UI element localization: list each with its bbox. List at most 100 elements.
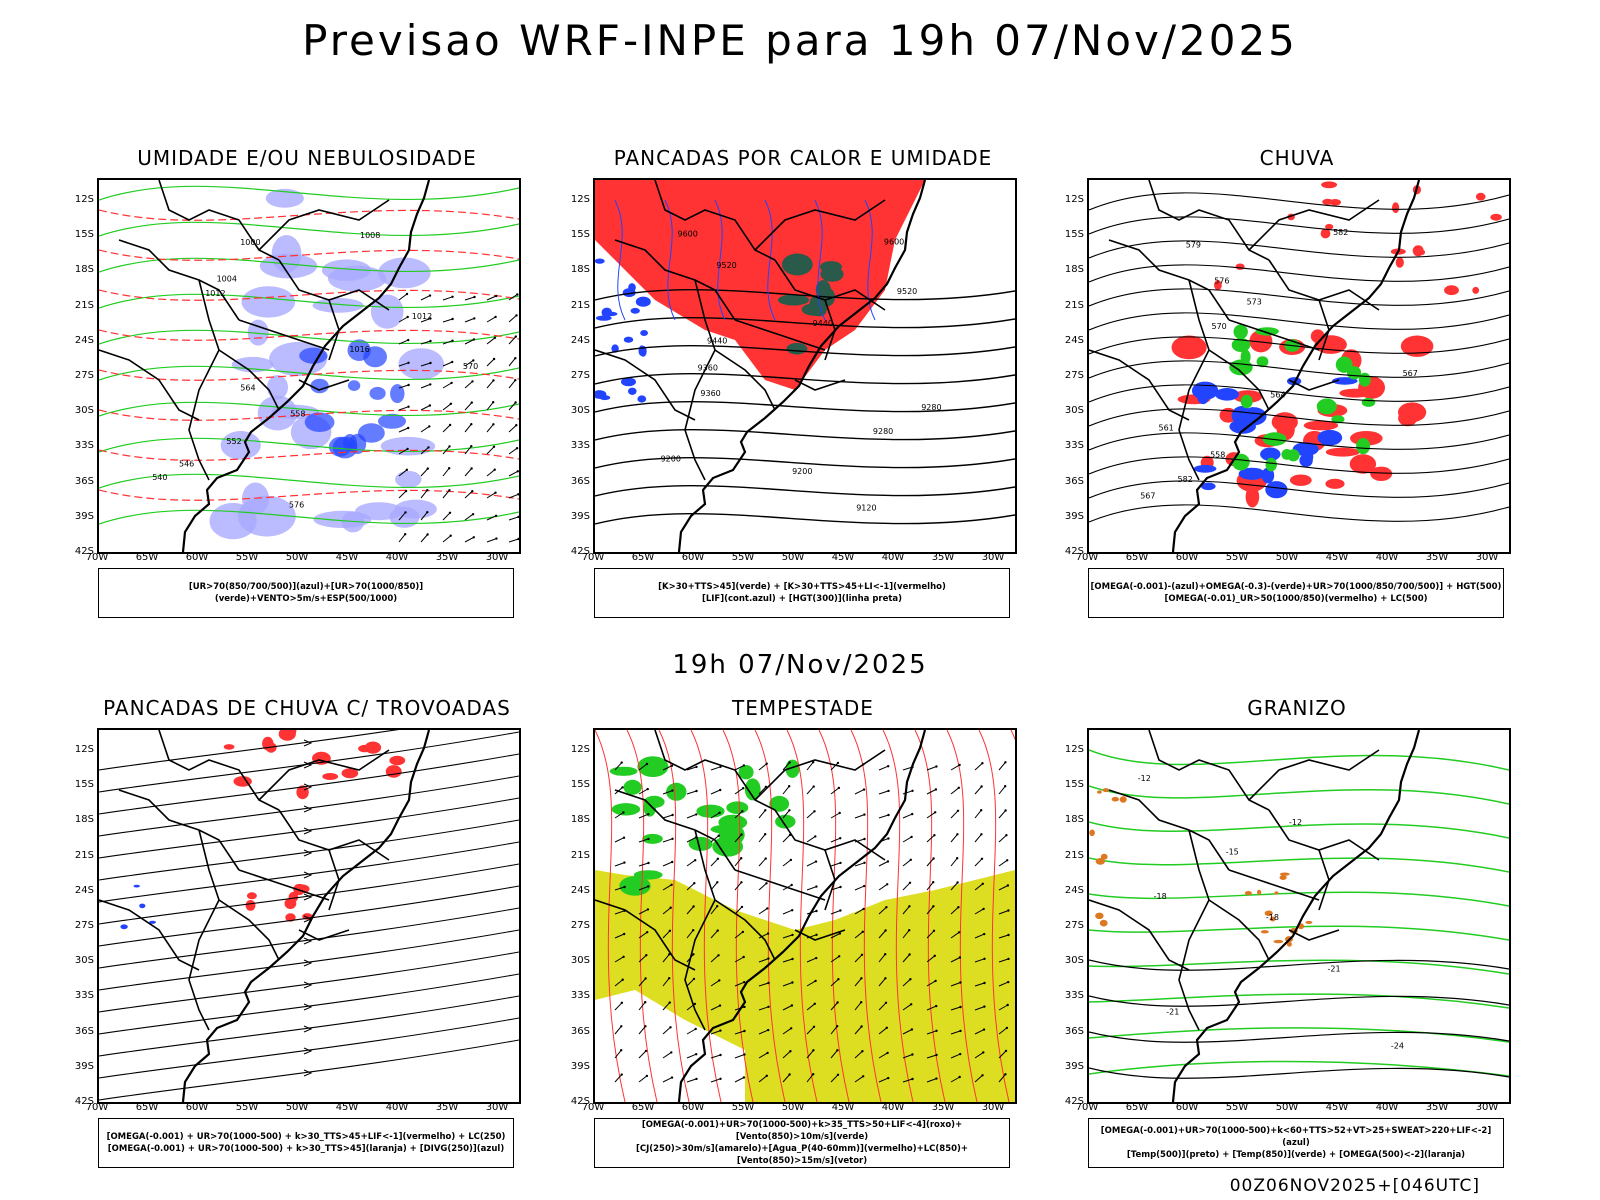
panel-legend: [UR>70(850/700/500)](azul)+[UR>70(1000/8… [98, 568, 514, 618]
lon-tick-label: 45W [335, 1102, 359, 1113]
lon-tick-label: 50W [285, 552, 309, 563]
lon-tick-label: 55W [235, 552, 259, 563]
legend-line: [OMEGA(-0.001)+UR>70(1000-500)+k>35_TTS>… [641, 1120, 963, 1142]
lat-tick-label: 30S [570, 405, 590, 417]
forecast-map [97, 728, 521, 1104]
contour-label: -12 [1138, 774, 1151, 783]
lon-tick-label: 30W [485, 1102, 509, 1113]
lon-tick-label: 35W [931, 552, 955, 563]
contour-label: 9120 [856, 504, 876, 513]
lat-tick-label: 15S [570, 229, 590, 241]
contour-label: 552 [226, 437, 241, 446]
lat-tick-label: 12S [74, 194, 94, 205]
lat-tick-label: 21S [74, 849, 94, 861]
lat-tick-label: 21S [570, 299, 590, 311]
lon-tick-label: 40W [881, 1102, 905, 1113]
lon-tick-label: 60W [185, 552, 209, 563]
lat-tick-label: 12S [1064, 194, 1084, 205]
lat-tick-label: 42S [74, 1096, 94, 1107]
contour-label: 579 [1186, 241, 1201, 250]
contour-label: 567 [1140, 492, 1155, 501]
lon-tick-label: 30W [485, 552, 509, 563]
contour-label: 567 [1403, 369, 1418, 378]
lon-tick-label: 30W [981, 1102, 1005, 1113]
contour-label: 9200 [792, 467, 812, 476]
lat-tick-label: 42S [1064, 1096, 1084, 1107]
lon-tick-label: 65W [135, 552, 159, 563]
lat-tick-label: 33S [570, 990, 590, 1002]
contour-label: 576 [1214, 276, 1229, 285]
lat-tick-label: 42S [74, 546, 94, 557]
lon-tick-label: 45W [831, 1102, 855, 1113]
lon-tick-label: 50W [1275, 1102, 1299, 1113]
lat-tick-label: 15S [1064, 229, 1084, 241]
contour-label: 573 [1247, 297, 1262, 306]
lat-tick-label: 24S [570, 334, 590, 346]
contour-label: 570 [1212, 322, 1227, 331]
lat-tick-label: 33S [1064, 440, 1084, 452]
lat-tick-label: 21S [570, 849, 590, 861]
lat-tick-label: 27S [74, 920, 94, 931]
contour-label: 9440 [813, 319, 833, 328]
lon-tick-label: 50W [781, 552, 805, 563]
lat-tick-label: 12S [74, 744, 94, 755]
lat-tick-label: 30S [74, 955, 94, 967]
contour-label: 9200 [661, 455, 681, 464]
lon-tick-label: 65W [1125, 1102, 1149, 1113]
lat-tick-label: 39S [570, 510, 590, 522]
legend-line: [OMEGA(-0.001) + UR>70(1000-500) + k>30_… [106, 1132, 506, 1142]
lon-tick-label: 55W [1225, 552, 1249, 563]
lat-tick-label: 39S [74, 1060, 94, 1072]
contour-label: -21 [1166, 1008, 1179, 1017]
lon-tick-label: 55W [1225, 1102, 1249, 1113]
contour-label: 546 [179, 459, 194, 468]
lon-tick-label: 35W [1425, 1102, 1449, 1113]
lat-tick-label: 18S [570, 264, 590, 276]
panel-title: TEMPESTADE [732, 696, 874, 720]
lat-tick-label: 18S [74, 814, 94, 826]
lat-tick-label: 39S [1064, 1060, 1084, 1072]
lat-tick-label: 15S [74, 779, 94, 791]
legend-line: [OMEGA(-0.01)_UR>50(1000/850)(vermelho) … [1164, 594, 1428, 604]
legend-line: [OMEGA(-0.001)+UR>70(1000-500)+k<60+TTS>… [1100, 1126, 1492, 1148]
lat-tick-label: 36S [74, 475, 94, 487]
contour-label: -15 [1226, 847, 1239, 856]
legend-line: [Temp(500)](preto) + [Temp(850)](verde) … [1126, 1150, 1466, 1160]
lon-tick-label: 70W [85, 1102, 109, 1113]
lon-tick-label: 40W [881, 552, 905, 563]
lat-tick-label: 24S [1064, 334, 1084, 346]
forecast-map [593, 728, 1017, 1104]
lat-tick-label: 42S [570, 1096, 590, 1107]
lat-tick-label: 24S [74, 334, 94, 346]
lon-tick-label: 35W [435, 1102, 459, 1113]
contour-label: 1016 [349, 345, 369, 354]
lon-tick-label: 55W [235, 1102, 259, 1113]
lat-tick-label: 30S [1064, 405, 1084, 417]
lat-tick-label: 27S [570, 920, 590, 931]
lon-tick-label: 70W [1075, 552, 1099, 563]
lat-tick-label: 24S [570, 884, 590, 896]
lon-tick-label: 65W [135, 1102, 159, 1113]
lat-tick-label: 33S [570, 440, 590, 452]
panel-legend: [K>30+TTS>45](verde) + [K>30+TTS>45+LI<-… [594, 568, 1010, 618]
contour-label: 9520 [716, 261, 736, 270]
lat-tick-label: 39S [74, 510, 94, 522]
lat-tick-label: 42S [570, 546, 590, 557]
contour-label: 1008 [360, 231, 380, 240]
lat-tick-label: 18S [570, 814, 590, 826]
lat-tick-label: 33S [74, 990, 94, 1002]
contour-label: 9280 [873, 427, 893, 436]
legend-line: [CJ(250)>30m/s](amarelo)+[Agua_P(40-60mm… [635, 1144, 969, 1166]
lon-tick-label: 60W [1175, 1102, 1199, 1113]
lat-tick-label: 18S [1064, 264, 1084, 276]
lon-tick-label: 60W [681, 552, 705, 563]
panel-title: GRANIZO [1247, 696, 1347, 720]
contour-label: 1004 [217, 274, 237, 283]
lon-tick-label: 35W [435, 552, 459, 563]
lon-tick-label: 50W [1275, 552, 1299, 563]
panel-title: UMIDADE E/OU NEBULOSIDADE [137, 146, 477, 170]
forecast-map: 582 579 576 573 570 567 564 561 558 582 567 [1087, 178, 1511, 554]
contour-label: 9520 [897, 287, 917, 296]
lat-tick-label: 30S [570, 955, 590, 967]
lat-tick-label: 36S [1064, 1025, 1084, 1037]
